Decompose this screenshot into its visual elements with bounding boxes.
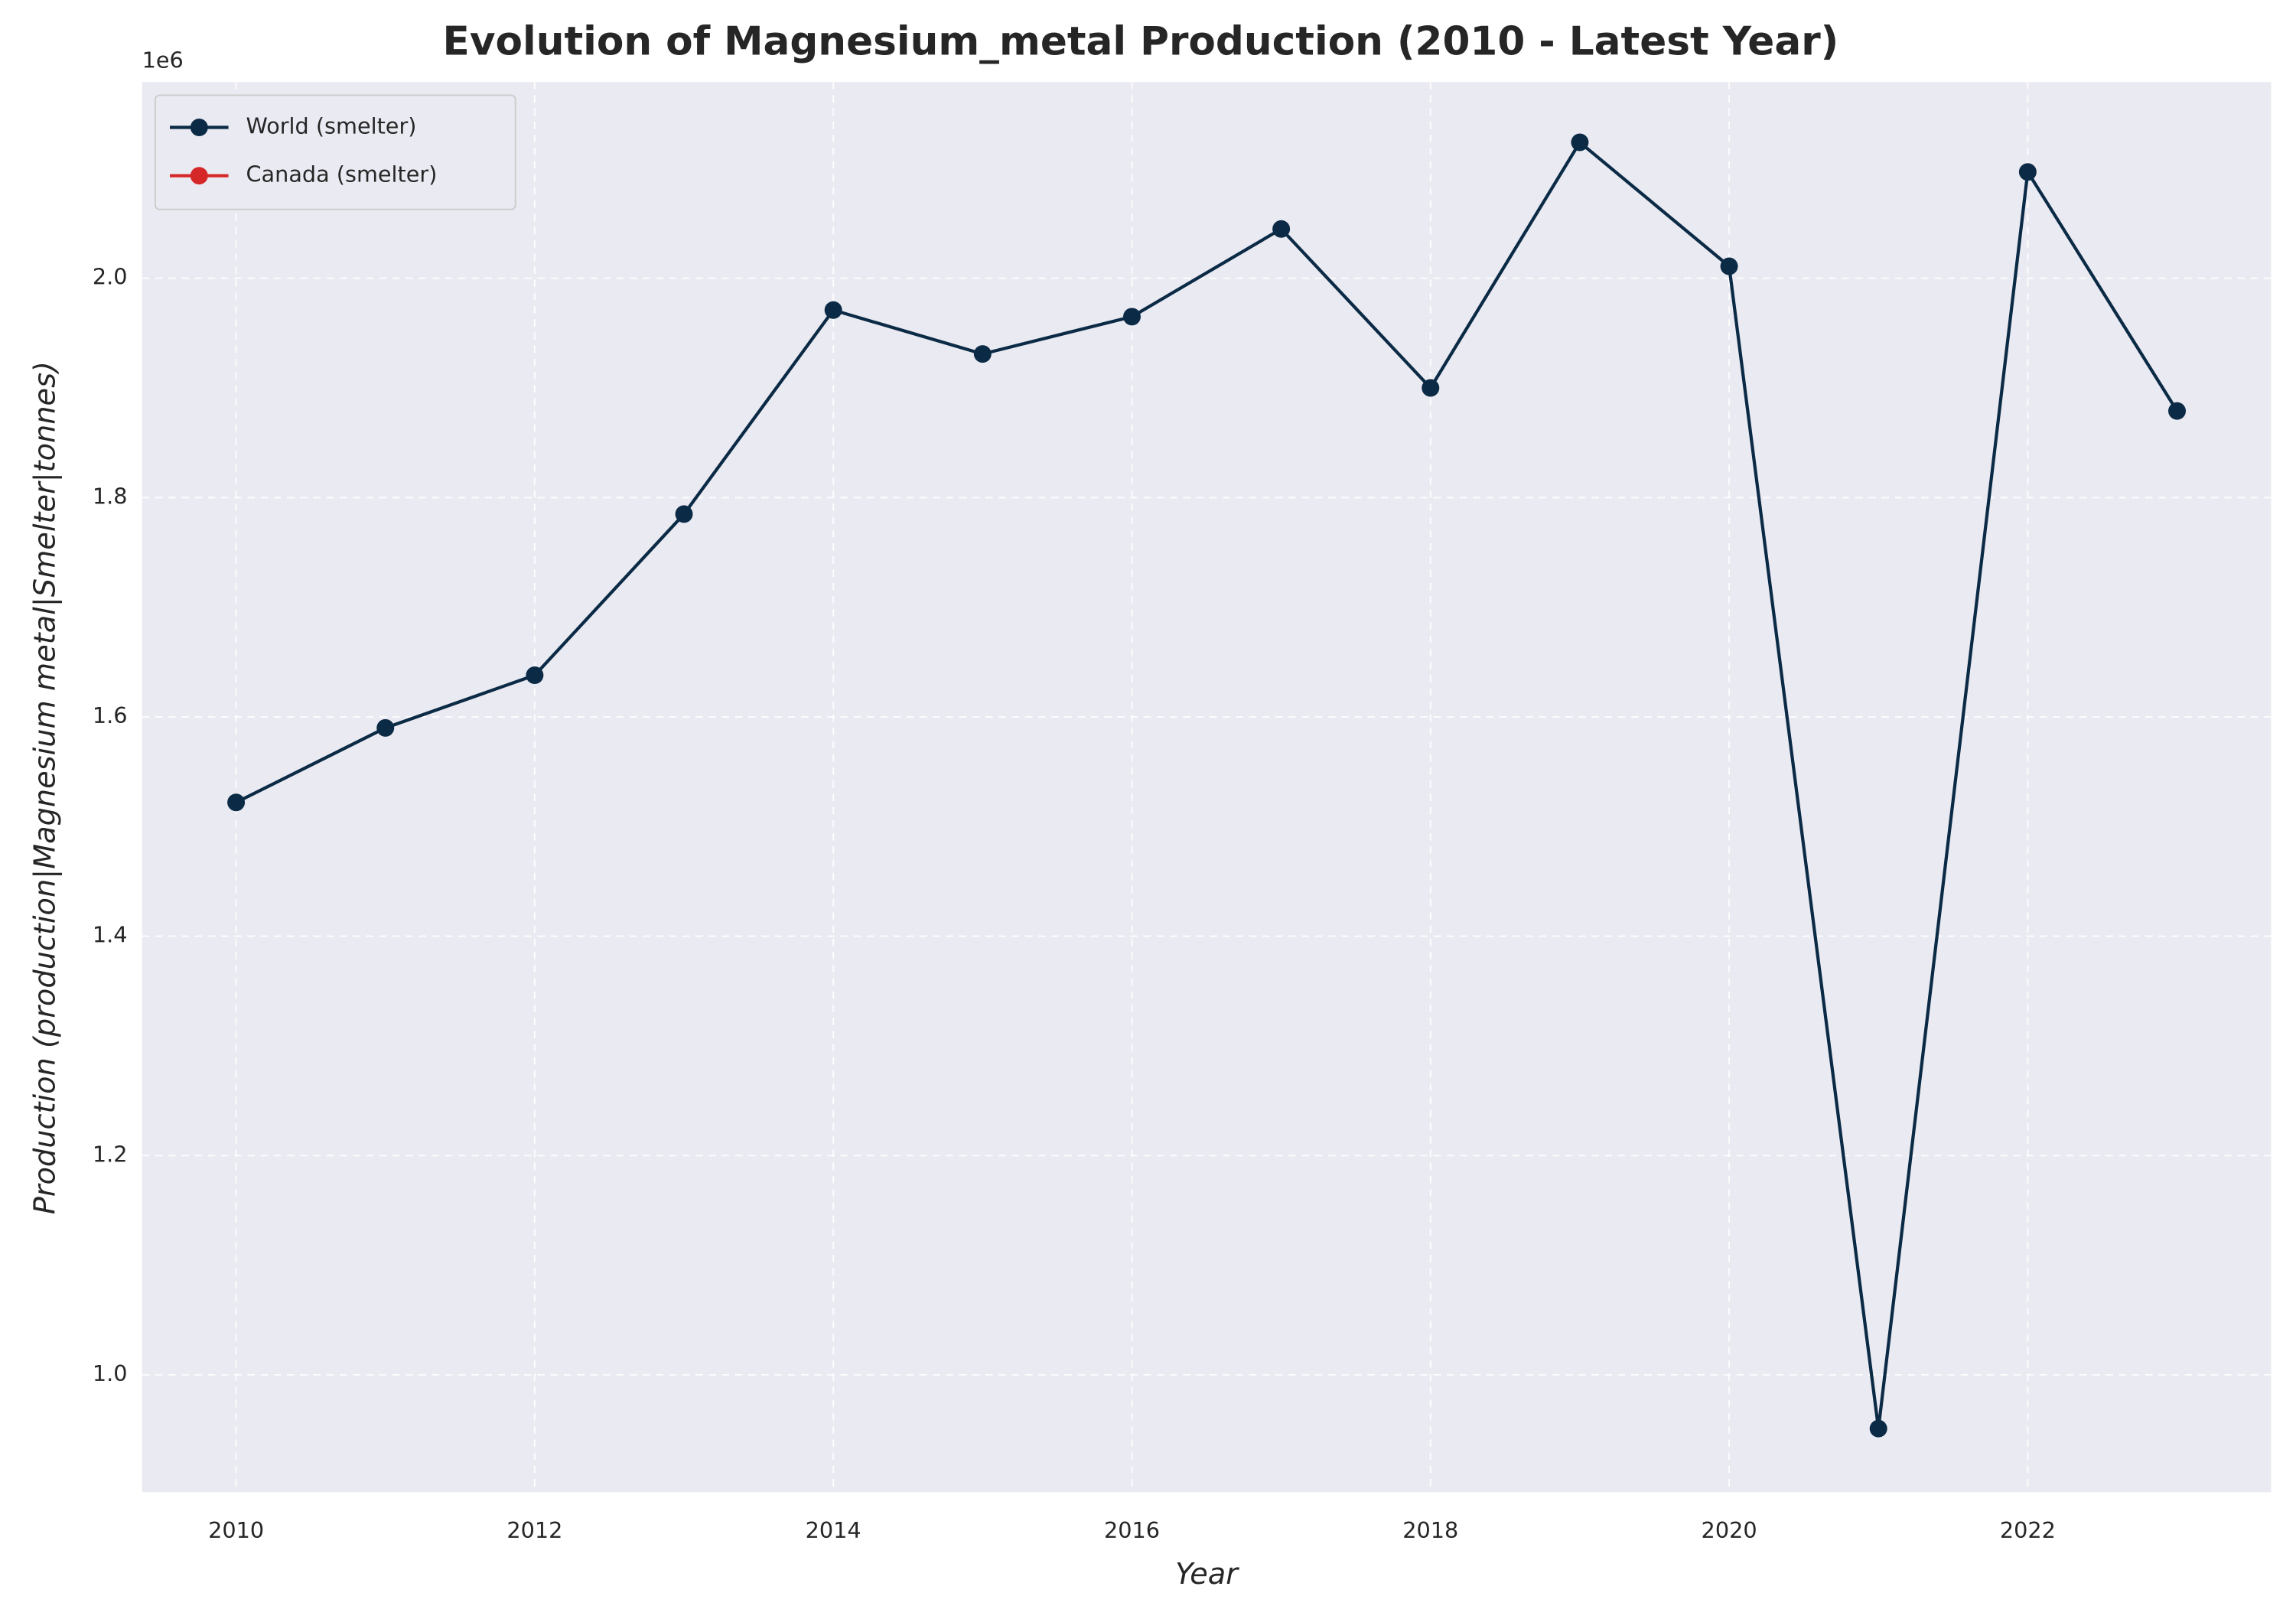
plot-area bbox=[142, 82, 2272, 1493]
data-point bbox=[376, 718, 395, 737]
x-axis-label: Year bbox=[1175, 1557, 1239, 1591]
x-tick-label: 2012 bbox=[506, 1517, 562, 1543]
x-tick-label: 2022 bbox=[2000, 1517, 2056, 1543]
x-tick-label: 2020 bbox=[1702, 1517, 1757, 1543]
x-tick-label: 2010 bbox=[208, 1517, 264, 1543]
data-point bbox=[1869, 1419, 1887, 1438]
data-point bbox=[675, 505, 693, 523]
data-point bbox=[1720, 257, 1738, 275]
y-tick-label: 1.4 bbox=[93, 922, 128, 948]
y-offset-label: 1e6 bbox=[142, 47, 184, 73]
data-point bbox=[227, 793, 246, 812]
data-point bbox=[824, 301, 842, 319]
data-point bbox=[1422, 379, 1440, 397]
data-point bbox=[526, 666, 544, 685]
y-tick-label: 2.0 bbox=[93, 264, 128, 290]
data-point bbox=[2018, 163, 2037, 181]
chart-title: Evolution of Magnesium_metal Production … bbox=[443, 18, 1839, 64]
x-tick-label: 2014 bbox=[806, 1517, 861, 1543]
legend-label: Canada (smelter) bbox=[246, 161, 438, 187]
y-tick-label: 1.0 bbox=[93, 1360, 128, 1386]
data-point bbox=[1272, 220, 1291, 238]
legend: World (smelter) Canada (smelter) bbox=[154, 94, 516, 210]
y-tick-label: 1.8 bbox=[93, 483, 128, 509]
data-point bbox=[1571, 133, 1589, 151]
x-tick-label: 2016 bbox=[1104, 1517, 1160, 1543]
legend-marker bbox=[190, 167, 208, 185]
x-tick-label: 2018 bbox=[1402, 1517, 1458, 1543]
data-point bbox=[1122, 308, 1141, 326]
legend-box bbox=[154, 94, 516, 210]
legend-marker bbox=[190, 119, 208, 136]
y-tick-label: 1.2 bbox=[93, 1141, 128, 1167]
legend-label: World (smelter) bbox=[246, 113, 417, 139]
data-point bbox=[2168, 402, 2187, 420]
data-point bbox=[973, 345, 992, 363]
y-axis-label: Production (production|Magnesium metal|S… bbox=[28, 361, 63, 1214]
y-tick-label: 1.6 bbox=[93, 702, 128, 728]
series-line bbox=[235, 139, 2179, 1429]
